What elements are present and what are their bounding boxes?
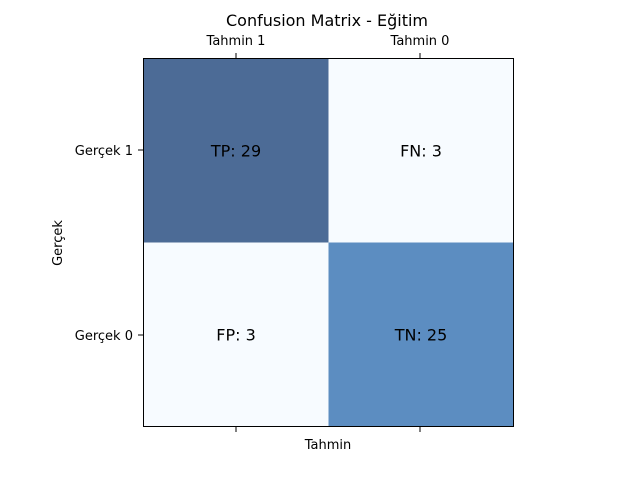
y-axis-label: Gerçek (51, 220, 66, 266)
x-tick-label-0: Tahmin 1 (206, 34, 266, 49)
matrix-cell-r1-c0 (143, 242, 329, 427)
chart-title: Confusion Matrix - Eğitim (226, 11, 428, 30)
matrix-cell-r0-c0 (143, 58, 329, 243)
y-tick-label-1: Gerçek 0 (75, 329, 133, 344)
plot-frame (143, 58, 514, 427)
x-ticks: Tahmin 1 Tahmin 0 (206, 34, 450, 432)
matrix-cells: TP: 29 FN: 3 FP: 3 TN: 25 (143, 58, 514, 427)
y-ticks: Gerçek 1 Gerçek 0 (75, 144, 144, 344)
cell-label-r1-c1: TN: 25 (394, 326, 448, 345)
matrix-cell-r0-c1 (328, 58, 514, 243)
y-tick-label-0: Gerçek 1 (75, 144, 133, 159)
x-tick-label-1: Tahmin 0 (390, 34, 450, 49)
x-axis-label: Tahmin (304, 438, 352, 453)
cell-label-r1-c0: FP: 3 (216, 326, 256, 345)
cell-label-r0-c1: FN: 3 (400, 142, 442, 161)
cell-label-r0-c0: TP: 29 (210, 142, 261, 161)
matrix-cell-r1-c1 (328, 242, 514, 427)
